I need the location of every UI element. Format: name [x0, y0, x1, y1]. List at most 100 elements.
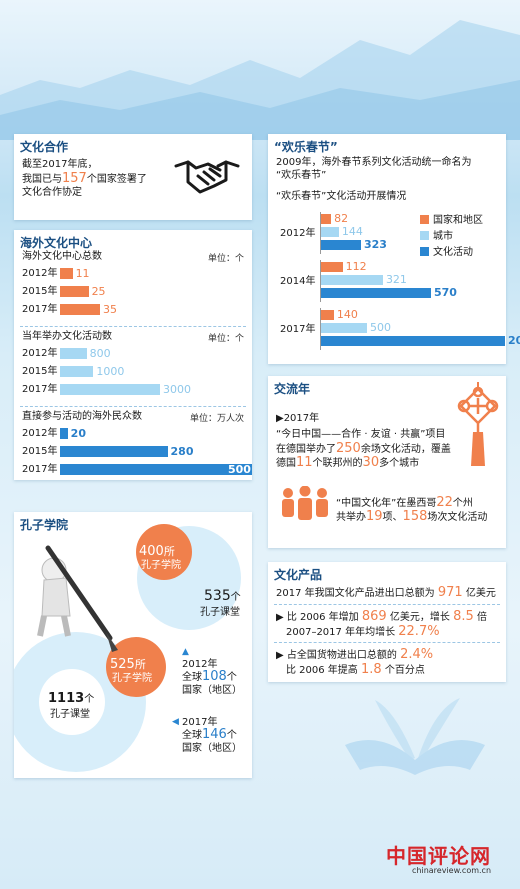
exchange-p1-line2: 在德国举办了250余场文化活动，覆盖 [276, 441, 451, 456]
bar [60, 446, 168, 457]
divider [20, 406, 246, 407]
products-line-2: ▶ 比 2006 年增加 869 亿美元，增长 8.5 倍 [276, 609, 487, 624]
panel-title: 孔子学院 [20, 518, 69, 532]
brush-figure-icon [37, 545, 118, 652]
handshake-icon [174, 160, 240, 194]
data-label: 800 [89, 347, 111, 360]
data-label: 25 [91, 285, 106, 298]
axis-line [320, 212, 321, 254]
legend-item-countries: 国家和地区 [420, 214, 483, 227]
exchange-p1-line1: “今日中国——合作 · 友谊 · 共赢”项目 [276, 429, 446, 440]
bar [321, 240, 361, 250]
mountain-background [0, 20, 520, 140]
data-label: 570 [434, 286, 457, 299]
bar [60, 384, 160, 395]
note-2012-scope: 国家（地区） [182, 685, 242, 696]
note-2017-scope: 国家（地区） [182, 743, 242, 754]
data-label: 11 [75, 267, 90, 280]
bar [321, 214, 332, 224]
exchange-p1-line3: 德国11个联邦州的30多个城市 [276, 455, 420, 470]
class-2017-label: 孔子课堂 [50, 709, 90, 720]
class-2017-count: 1113个 [48, 691, 95, 706]
bar [321, 323, 367, 333]
panel-title: 交流年 [274, 382, 311, 396]
tick-label: 2012年 [280, 228, 316, 239]
coop-country-count: 157 [62, 171, 87, 186]
bar [321, 275, 383, 285]
open-book-icon [345, 698, 485, 775]
panel-title: 文化合作 [20, 140, 69, 154]
overseas-center-panel: 海外文化中心 海外文化中心总数 单位：个 当年举办文化活动数 单位：个 直接参与… [14, 230, 252, 480]
audience-title: 直接参与活动的海外民众数 [22, 411, 142, 422]
inst-2012-count: 400所 [139, 544, 175, 559]
spring-line-1: 2009年，海外春节系列文化活动统一命名为 [276, 157, 472, 168]
data-label: 321 [385, 273, 407, 286]
bar [60, 366, 94, 377]
exchange-year: ▶2017年 [276, 413, 320, 424]
products-line-4: ▶ 占全国货物进出口总额的 2.4% [276, 647, 434, 662]
divider [274, 604, 500, 605]
cultural-products-panel: 文化产品 2017 年我国文化产品进出口总额为 971 亿美元 ▶ 比 2006… [268, 562, 506, 682]
exchange-year-panel: 交流年 ▶2017年 “今日中国——合作 · 友谊 · 共赢”项目 在德国举办了… [268, 376, 506, 548]
bar [321, 262, 343, 272]
data-label: 140 [336, 308, 358, 321]
panel-title: “欢乐春节” [274, 140, 338, 154]
triangle-left-icon: ◀ [172, 717, 179, 727]
legend-item-cities: 城市 [420, 230, 453, 243]
data-label: 3000 [163, 383, 191, 396]
inst-2012-label: 孔子学院 [141, 560, 181, 571]
data-label: 144 [341, 225, 363, 238]
data-label: 323 [364, 238, 387, 251]
products-line-1: 2017 年我国文化产品进出口总额为 971 亿美元 [276, 585, 496, 600]
bar [321, 288, 431, 298]
divider [20, 326, 246, 327]
products-line-5: 比 2006 年提高 1.8 个百分点 [286, 662, 425, 677]
data-label: 2000 [508, 334, 520, 347]
data-label: 500 [370, 321, 391, 334]
bar [60, 304, 100, 315]
data-label: 20 [70, 427, 86, 440]
spring-line-2: “欢乐春节” [276, 170, 327, 181]
data-label: 1000 [96, 365, 125, 378]
center-count-unit: 单位：个 [207, 254, 244, 264]
tick-label: 2012年 [22, 268, 58, 279]
activity-count-title: 当年举办文化活动数 [22, 331, 112, 342]
inst-2017-label: 孔子学院 [112, 673, 152, 684]
inst-2017-count: 525所 [110, 657, 146, 672]
tick-label: 2017年 [280, 324, 316, 335]
confucius-panel: 孔子学院 400所 孔子学院 535个 孔子课堂 525所 孔子学院 1113个… [14, 512, 252, 778]
data-label: 500 [228, 463, 251, 476]
exchange-p2-line1: “中国文化年”在墨西哥22个州 [336, 495, 473, 510]
cultural-cooperation-panel: 文化合作 截至2017年底， 我国已与157个国家签署了 文化合作协定 [14, 134, 252, 220]
note-2017-year: 2017年 [182, 717, 218, 728]
note-2017-count: 全球146个 [182, 727, 237, 742]
bar [60, 464, 252, 475]
panel-title: 海外文化中心 [20, 236, 93, 250]
bar [60, 268, 73, 279]
people-group-icon [282, 486, 328, 520]
data-label: 112 [345, 260, 367, 273]
tick-label: 2017年 [22, 384, 58, 395]
data-label: 82 [334, 212, 349, 225]
spring-festival-panel: “欢乐春节” 2009年，海外春节系列文化活动统一命名为 “欢乐春节” “欢乐春… [268, 134, 520, 364]
data-label: 280 [170, 445, 194, 458]
bar [60, 428, 68, 439]
tick-label: 2012年 [22, 428, 58, 439]
products-line-3: 2007–2017 年年均增长 22.7% [286, 624, 440, 639]
class-2012-count: 535个 [204, 588, 241, 604]
center-count-title: 海外文化中心总数 [22, 251, 102, 262]
axis-line [320, 308, 321, 350]
spring-chart-subtitle: “欢乐春节”文化活动开展情况 [276, 191, 407, 202]
legend-item-activities: 文化活动 [420, 246, 473, 259]
chinese-knot-icon [457, 382, 499, 466]
tick-label: 2012年 [22, 348, 58, 359]
bar [321, 310, 334, 320]
tick-label: 2014年 [280, 276, 316, 287]
divider [274, 642, 500, 643]
watermark-logo: 中国评论网 [386, 844, 491, 868]
coop-line-2: 我国已与157个国家签署了 [22, 171, 147, 186]
tick-label: 2017年 [22, 304, 58, 315]
bar [321, 227, 339, 237]
bar [321, 336, 505, 346]
audience-unit: 单位：万人次 [189, 414, 244, 424]
